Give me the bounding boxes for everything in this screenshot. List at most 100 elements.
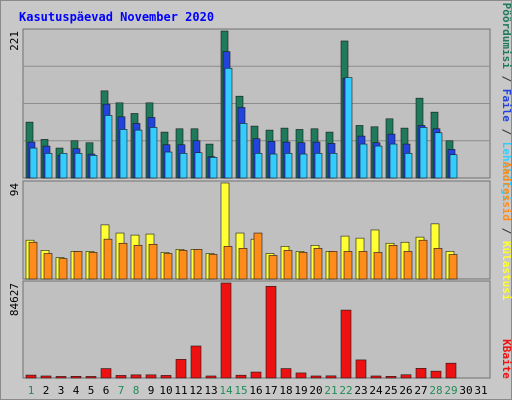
bar-kbaite-day-12	[190, 345, 202, 379]
bar-lehekülgi-day-16	[254, 153, 263, 179]
bar-lehekülgi-day-4	[74, 153, 83, 179]
bar-lehekülgi-day-9	[149, 127, 158, 179]
bar-kbaite-day-23	[355, 359, 367, 379]
bar-kbaite-day-1	[25, 374, 37, 379]
day-label-18: 18	[279, 384, 292, 397]
bar-lehekülgi-day-24	[374, 145, 383, 179]
bar-aadressid-day-27	[418, 239, 428, 280]
bar-kbaite-day-13	[205, 375, 217, 379]
bar-lehekülgi-day-5	[89, 155, 98, 179]
bar-aadressid-day-10	[163, 253, 173, 280]
bar-aadressid-day-20	[313, 248, 323, 280]
bar-lehekülgi-day-27	[419, 127, 428, 179]
bar-lehekülgi-day-23	[359, 143, 368, 179]
day-label-8: 8	[133, 384, 140, 397]
day-label-16: 16	[249, 384, 262, 397]
bar-kbaite-day-15	[235, 374, 247, 379]
y-max-label: 221	[8, 31, 21, 51]
day-label-11: 11	[174, 384, 187, 397]
bar-kbaite-day-22	[340, 309, 352, 379]
day-axis-labels: 1 2 3 4 5 6 7 8 9 10 11 12 13 14 15 16 17 18 19 20 21 22 23 24 2…	[28, 384, 488, 397]
day-label-3: 3	[58, 384, 65, 397]
bar-lehekülgi-day-18	[284, 153, 293, 179]
day-label-22: 22	[339, 384, 352, 397]
day-label-14: 14	[219, 384, 233, 397]
bar-aadressid-day-17	[268, 255, 278, 280]
y-max-label: 94	[8, 183, 21, 197]
bar-aadressid-day-18	[283, 250, 293, 280]
bar-aadressid-day-26	[403, 251, 413, 280]
bar-kbaite-day-26	[400, 374, 412, 379]
bar-aadressid-day-3	[58, 258, 68, 280]
bar-lehekülgi-day-2	[44, 153, 53, 179]
day-label-1: 1	[28, 384, 35, 397]
bar-kbaite-day-10	[160, 375, 172, 379]
bar-aadressid-day-1	[28, 241, 38, 280]
bar-aadressid-day-5	[88, 252, 98, 280]
bar-aadressid-day-11	[178, 250, 188, 280]
bar-lehekülgi-day-28	[434, 132, 443, 179]
bar-lehekülgi-day-25	[389, 143, 398, 179]
bar-lehekülgi-day-7	[119, 129, 128, 179]
bar-lehekülgi-day-29	[449, 154, 458, 179]
day-label-12: 12	[189, 384, 202, 397]
bar-aadressid-day-15	[238, 248, 248, 280]
bar-lehekülgi-day-14	[224, 67, 233, 179]
bar-kbaite-day-20	[310, 375, 322, 379]
bar-aadressid-day-28	[433, 248, 443, 280]
day-label-19: 19	[294, 384, 307, 397]
bar-kbaite-day-16	[250, 371, 262, 379]
bar-kbaite-day-27	[415, 368, 427, 379]
bar-lehekülgi-day-8	[134, 129, 143, 179]
bar-lehekülgi-day-19	[299, 153, 308, 179]
bar-kbaite-day-25	[385, 376, 397, 379]
side-legend-2: Aadressid / Külastusi	[500, 161, 512, 300]
bar-aadressid-day-14	[223, 246, 233, 280]
day-label-9: 9	[148, 384, 155, 397]
day-label-27: 27	[414, 384, 427, 397]
bar-aadressid-day-8	[133, 244, 143, 280]
bar-kbaite-day-3	[55, 376, 67, 379]
bar-lehekülgi-day-13	[209, 157, 218, 179]
panel-3: 84627 KBaite	[8, 280, 512, 379]
day-label-2: 2	[43, 384, 50, 397]
bar-lehekülgi-day-20	[314, 153, 323, 179]
day-label-25: 25	[384, 384, 397, 397]
bar-lehekülgi-day-6	[104, 115, 113, 179]
series-kbaite	[25, 282, 457, 379]
bar-kbaite-day-11	[175, 359, 187, 379]
bar-lehekülgi-day-26	[404, 153, 413, 179]
bar-kbaite-day-29	[445, 362, 457, 379]
chart-title: Kasutuspäevad November 2020	[19, 10, 214, 24]
bar-aadressid-day-9	[148, 243, 158, 280]
bar-kbaite-day-21	[325, 375, 337, 379]
side-legend-1: Pöördumisi / Faile / Lehekülgi	[500, 3, 512, 202]
day-label-28: 28	[429, 384, 442, 397]
bar-aadressid-day-16	[253, 232, 263, 280]
day-label-26: 26	[399, 384, 412, 397]
day-label-17: 17	[264, 384, 277, 397]
day-label-29: 29	[444, 384, 457, 397]
chart-panels: 221 Pöördumisi / Faile / Lehekülgi 94 Aadre…	[8, 3, 512, 380]
bar-lehekülgi-day-17	[269, 153, 278, 179]
bar-lehekülgi-day-10	[164, 151, 173, 179]
day-label-20: 20	[309, 384, 322, 397]
day-label-31: 31	[474, 384, 487, 397]
day-label-15: 15	[234, 384, 247, 397]
series-aadressid	[28, 232, 458, 280]
bar-aadressid-day-19	[298, 252, 308, 280]
bar-lehekülgi-day-15	[239, 123, 248, 179]
bar-aadressid-day-22	[343, 251, 353, 280]
bar-lehekülgi-day-12	[194, 152, 203, 179]
bar-aadressid-day-29	[448, 254, 458, 280]
panel-2: 94 Aadressid / Külastusi	[8, 161, 512, 300]
day-label-6: 6	[103, 384, 110, 397]
bar-aadressid-day-7	[118, 242, 128, 280]
day-label-7: 7	[118, 384, 125, 397]
bar-aadressid-day-23	[358, 251, 368, 280]
bar-aadressid-day-2	[43, 253, 53, 280]
bar-kbaite-day-17	[265, 285, 277, 379]
panel-1: 221 Pöördumisi / Faile / Lehekülgi	[8, 3, 512, 202]
